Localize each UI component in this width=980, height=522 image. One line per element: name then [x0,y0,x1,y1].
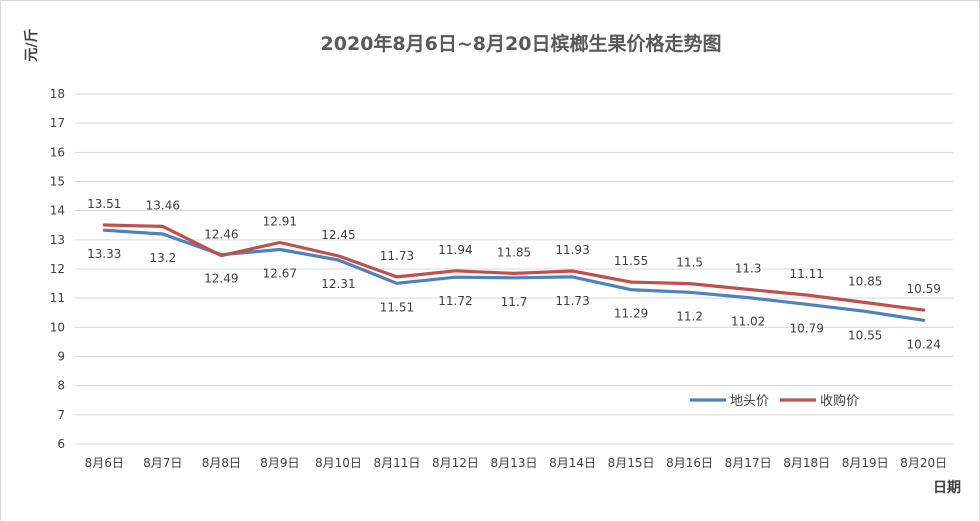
data-label: 11.93 [555,243,589,257]
data-label: 11.2 [676,309,703,323]
y-tick-label: 18 [50,87,65,101]
x-tick-label: 8月20日 [900,456,947,470]
data-label: 13.46 [146,198,180,212]
data-label: 11.11 [789,267,823,281]
data-label: 10.24 [907,337,941,351]
data-label: 11.29 [614,307,648,321]
y-tick-label: 16 [50,145,65,159]
data-label: 13.33 [87,247,121,261]
x-axis-ticks: 8月6日 8月7日 8月8日 8月9日 8月10日 8月11日 8月12日 8月13日 8月14… [85,456,948,470]
x-tick-label: 8月6日 [85,456,124,470]
y-tick-label: 15 [50,175,65,189]
data-label: 11.3 [735,261,762,275]
x-tick-label: 8月19日 [842,456,889,470]
x-tick-label: 8月9日 [260,456,299,470]
data-label: 10.55 [848,328,882,342]
x-tick-label: 8月18日 [783,456,830,470]
y-tick-label: 14 [50,204,65,218]
data-labels: 13.33 13.2 12.49 12.67 12.31 11.51 11.72 11.7 11… [87,197,941,351]
data-label: 12.45 [321,228,355,242]
legend: 地头价 收购价 [690,393,859,409]
data-label: 11.94 [438,243,472,257]
series-line-1 [102,228,926,322]
data-label: 13.51 [87,197,121,211]
x-tick-label: 8月12日 [432,456,479,470]
data-label: 12.46 [204,228,238,242]
y-tick-label: 7 [57,408,65,422]
data-label: 11.02 [731,315,765,329]
y-tick-label: 11 [50,291,65,305]
legend-label: 地头价 [730,394,769,409]
data-label: 12.91 [263,214,297,228]
y-tick-label: 17 [50,116,65,130]
y-tick-label: 6 [57,437,65,451]
data-label: 11.7 [501,295,528,309]
data-label: 10.79 [789,321,823,335]
x-tick-label: 8月17日 [725,456,772,470]
x-tick-label: 8月10日 [315,456,362,470]
data-label: 11.51 [380,300,414,314]
data-label: 11.5 [676,256,703,270]
y-tick-label: 9 [57,350,65,364]
data-label: 13.2 [149,251,176,265]
y-tick-label: 13 [50,233,65,247]
y-tick-label: 10 [50,320,65,334]
data-label: 12.67 [263,266,297,280]
series-lines [102,223,926,322]
x-tick-label: 8月7日 [143,456,182,470]
x-tick-label: 8月13日 [491,456,538,470]
x-tick-label: 8月14日 [549,456,596,470]
gridlines [75,93,953,445]
data-label: 11.85 [497,245,531,259]
data-label: 10.59 [907,282,941,296]
y-tick-label: 8 [57,379,65,393]
data-label: 12.31 [321,277,355,291]
x-tick-label: 8月16日 [666,456,713,470]
data-label: 11.73 [555,294,589,308]
data-label: 11.73 [380,249,414,263]
data-label: 12.49 [204,272,238,286]
data-label: 11.72 [438,294,472,308]
chart-title: 2020年8月6日~8月20日槟榔生果价格走势图 [321,32,722,55]
x-tick-label: 8月15日 [608,456,655,470]
y-tick-label: 12 [50,262,65,276]
x-tick-label: 8月8日 [202,456,241,470]
y-axis-title: 元/斤 [23,28,40,61]
legend-label: 收购价 [820,393,859,409]
y-axis-ticks: 6 7 8 9 10 11 12 13 14 15 16 17 18 [50,87,65,451]
data-label: 10.85 [848,275,882,289]
x-axis-title: 日期 [933,480,961,496]
series-line-2 [102,223,926,312]
data-label: 11.55 [614,254,648,268]
x-tick-label: 8月11日 [373,456,420,470]
